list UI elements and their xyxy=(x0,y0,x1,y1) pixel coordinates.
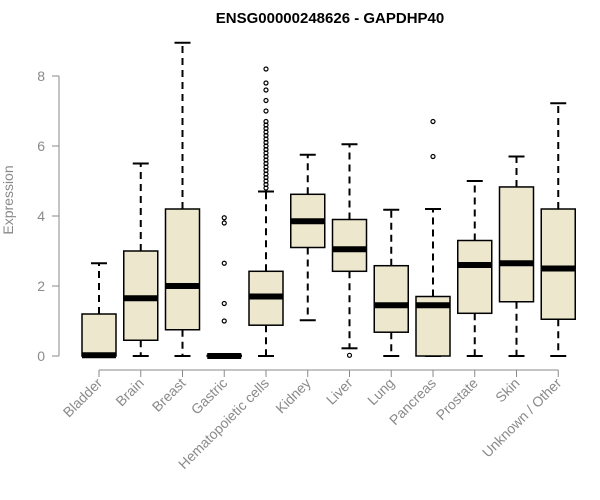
y-tick-label: 8 xyxy=(37,68,45,84)
box-iqr xyxy=(164,208,201,331)
outlier-point xyxy=(263,66,269,72)
outlier-point xyxy=(221,220,227,226)
outlier-point xyxy=(430,153,436,160)
outlier-point xyxy=(221,300,227,307)
outlier-point xyxy=(346,352,353,358)
y-axis-label: Expression xyxy=(0,165,16,234)
x-tick-label: Prostate xyxy=(433,375,481,423)
x-tick-label: Lung xyxy=(364,375,397,408)
x-tick-label: Skin xyxy=(492,375,523,406)
outlier-point xyxy=(221,260,227,266)
box-iqr xyxy=(331,218,368,273)
outlier-point xyxy=(430,118,436,125)
y-tick-label: 6 xyxy=(37,138,45,154)
y-tick-label: 0 xyxy=(37,348,45,364)
outlier-point xyxy=(263,97,269,104)
y-tick-label: 2 xyxy=(37,278,45,294)
outlier-point xyxy=(263,87,269,93)
box-iqr xyxy=(498,186,535,303)
x-tick-label: Bladder xyxy=(60,375,106,421)
x-tick-label: Kidney xyxy=(272,375,314,417)
x-tick-label: Breast xyxy=(149,375,189,415)
y-tick-label: 4 xyxy=(37,208,45,224)
x-tick-label: Unknown / Other xyxy=(479,375,565,461)
outlier-point xyxy=(263,80,269,86)
x-tick-label: Liver xyxy=(323,375,356,408)
box-iqr xyxy=(457,239,493,315)
outlier-point xyxy=(221,215,227,221)
outlier-point xyxy=(221,318,227,324)
x-tick-label: Brain xyxy=(112,375,146,409)
box-iqr xyxy=(81,313,117,357)
box-iqr xyxy=(540,208,576,320)
outlier-point xyxy=(263,108,269,114)
outlier-point xyxy=(263,118,269,125)
chart-title: ENSG00000248626 - GAPDHP40 xyxy=(216,10,444,27)
box-iqr xyxy=(373,264,409,333)
